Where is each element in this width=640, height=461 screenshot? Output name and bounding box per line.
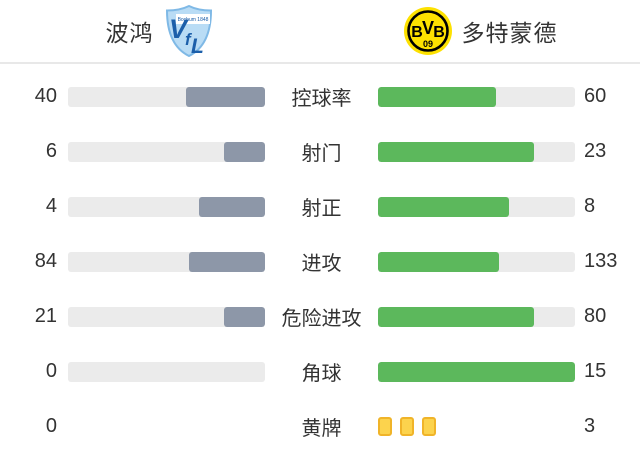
bochum-band: [175, 14, 210, 24]
yellow-card-icon: [400, 417, 414, 436]
home-value: 21: [34, 305, 57, 327]
away-bar: [378, 86, 575, 107]
stat-row: 21 危险进攻 80: [0, 289, 640, 344]
away-value: 60: [584, 85, 607, 107]
stat-label: 控球率: [291, 88, 352, 110]
away-bar: [378, 141, 575, 162]
away-bar: [378, 306, 575, 327]
bvb-letter-b1: B: [411, 24, 423, 41]
away-bar-fill: [378, 141, 535, 162]
bochum-letter-v: V: [169, 14, 189, 44]
bochum-letter-l: L: [191, 35, 204, 57]
home-bar-fill: [224, 306, 265, 327]
away-value: 133: [584, 250, 618, 272]
stat-label: 射正: [301, 198, 342, 220]
home-bar: [68, 86, 265, 107]
header: 波鸿 Bochum 1848 V f L B V B 09 多特蒙德: [0, 0, 640, 64]
home-value: 6: [45, 140, 57, 162]
home-bar-fill: [199, 196, 265, 217]
away-bar-fill: [378, 306, 535, 327]
home-bar: [68, 306, 265, 327]
stat-row: 40 控球率 60: [0, 69, 640, 124]
stat-row: 6 射门 23: [0, 124, 640, 179]
bochum-band-text: Bochum 1848: [177, 17, 208, 23]
bvb-letter-b2: B: [433, 24, 445, 41]
away-bar-fill: [378, 251, 499, 272]
stat-label: 角球: [301, 363, 342, 385]
away-value: 3: [584, 415, 596, 437]
home-team: 波鸿 Bochum 1848 V f L: [0, 5, 320, 57]
home-bar-fill: [188, 251, 265, 272]
stat-label: 黄牌: [301, 418, 342, 440]
home-value: 0: [45, 415, 57, 437]
bvb-letter-v: V: [421, 18, 433, 38]
home-bar: [68, 141, 265, 162]
yellow-card-icon: [422, 417, 436, 436]
home-bar: [68, 361, 265, 382]
away-bar: [378, 417, 575, 437]
stat-label: 进攻: [301, 253, 342, 275]
away-team: B V B 09 多特蒙德: [320, 6, 640, 56]
away-bar-fill: [378, 361, 575, 382]
home-team-name: 波鸿: [105, 20, 154, 46]
home-value: 4: [45, 195, 57, 217]
home-value: 40: [34, 85, 57, 107]
away-value: 80: [584, 305, 607, 327]
stat-row: 0 黄牌 3: [0, 399, 640, 454]
away-bar: [378, 196, 575, 217]
stat-row: 4 射正 8: [0, 179, 640, 234]
away-team-name: 多特蒙德: [461, 20, 558, 46]
away-value: 8: [584, 195, 596, 217]
yellow-card-icon: [378, 417, 392, 436]
stats-list: 40 控球率 60 6 射门 23 4 射正 8 84: [0, 64, 640, 454]
away-bar-fill: [378, 196, 510, 217]
away-value: 23: [584, 140, 607, 162]
away-value: 15: [584, 360, 607, 382]
stat-row: 84 进攻 133: [0, 234, 640, 289]
home-bar: [68, 196, 265, 217]
bvb-year: 09: [422, 39, 432, 49]
vfl-bochum-badge: Bochum 1848 V f L: [165, 5, 212, 57]
home-value: 0: [45, 360, 57, 382]
bvb-badge: B V B 09: [403, 7, 452, 55]
home-bar: [68, 251, 265, 272]
away-bar: [378, 251, 575, 272]
stat-row: 0 角球 15: [0, 344, 640, 399]
stat-label: 射门: [301, 143, 342, 165]
away-bar-fill: [378, 86, 497, 107]
bochum-letter-f: f: [185, 30, 193, 49]
home-value: 84: [34, 250, 57, 272]
home-bar-fill: [224, 141, 265, 162]
stat-label: 危险进攻: [281, 308, 362, 330]
away-bar: [378, 361, 575, 382]
home-bar-fill: [186, 86, 265, 107]
